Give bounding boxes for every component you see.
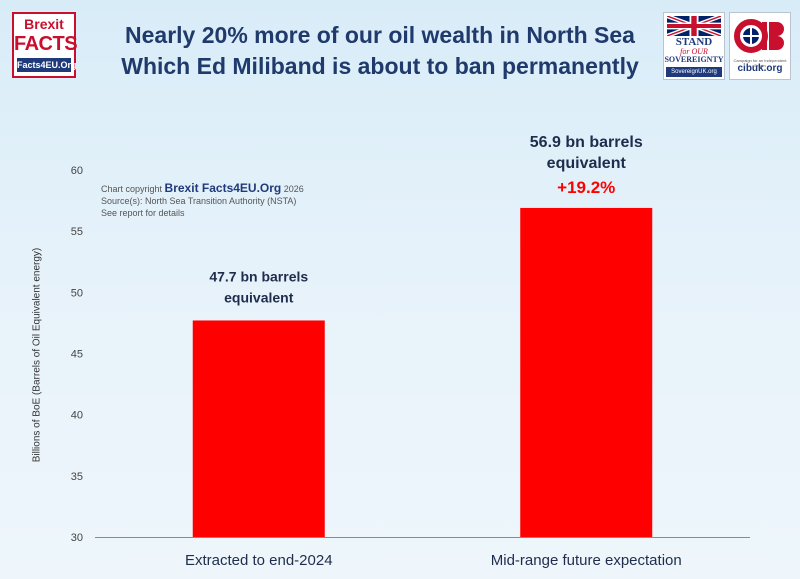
credit-prefix: Chart copyright: [101, 184, 163, 194]
data-label: equivalent: [547, 155, 627, 172]
y-tick-label: 55: [71, 226, 83, 238]
sov-site-text: SovereignUK.org: [666, 67, 722, 77]
y-tick-label: 40: [71, 410, 83, 422]
y-tick-label: 30: [71, 532, 83, 544]
data-label: 56.9 bn barrels: [530, 134, 643, 151]
chart-title: Nearly 20% more of our oil wealth in Nor…: [100, 20, 660, 82]
sov-sovereignty-text: SOVEREIGNTY: [664, 55, 724, 64]
credit-line: Chart copyright Brexit Facts4EU.Org 2026: [101, 182, 304, 195]
credit-year: 2026: [283, 184, 304, 194]
x-tick-label: Extracted to end-2024: [185, 552, 333, 569]
y-tick-label: 60: [71, 165, 83, 177]
percent-increase-annotation: +19.2%: [557, 178, 615, 197]
y-tick-label: 35: [71, 471, 83, 483]
x-tick-label: Mid-range future expectation: [491, 552, 682, 569]
logo-brexit-text: Brexit: [24, 16, 64, 32]
title-line-1: Nearly 20% more of our oil wealth in Nor…: [125, 22, 635, 48]
logo-facts-text: FACTS: [14, 33, 78, 55]
y-tick-label: 45: [71, 349, 83, 361]
bar: [520, 207, 653, 537]
data-label: equivalent: [224, 289, 294, 305]
brexit-facts-logo: Brexit FACTS Facts4EU.Org: [12, 12, 78, 78]
data-label: 47.7 bn barrels: [209, 268, 308, 284]
y-tick-label: 50: [71, 287, 83, 299]
stand-for-sovereignty-logo: STAND for OUR SOVEREIGNTY SovereignUK.or…: [663, 12, 725, 80]
cib-tagline: Campaign for an Independent Britain: [733, 58, 787, 68]
chart-credit: Chart copyright Brexit Facts4EU.Org 2026…: [101, 182, 304, 219]
cib-site-text: cibuk.org: [737, 63, 783, 74]
sov-for-our-text: for OUR: [680, 47, 708, 56]
credit-source: Source(s): North Sea Transition Authorit…: [101, 196, 297, 206]
credit-note: See report for details: [101, 208, 185, 218]
credit-brand: Brexit Facts4EU.Org: [164, 181, 282, 195]
bar: [192, 320, 325, 537]
cib-logo: Campaign for an Independent Britain cibu…: [729, 12, 791, 80]
logo-site-text: Facts4EU.Org: [17, 58, 77, 72]
title-line-2: Which Ed Miliband is about to ban perman…: [121, 53, 639, 79]
sov-stand-text: STAND: [675, 36, 713, 48]
cib-mark-icon: [734, 19, 784, 53]
union-jack-icon: [667, 16, 721, 36]
